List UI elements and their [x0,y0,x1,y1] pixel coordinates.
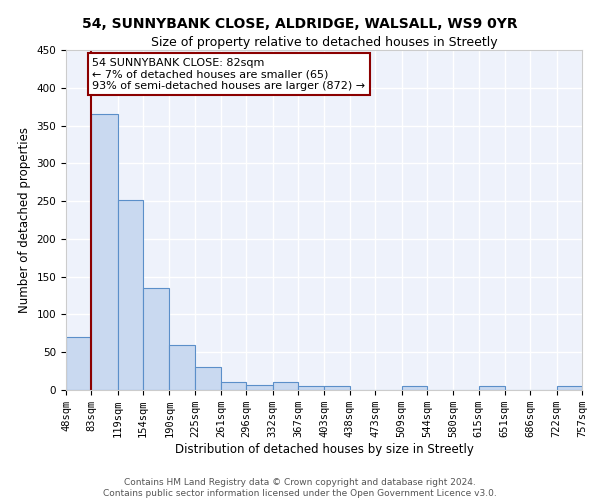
Text: 54, SUNNYBANK CLOSE, ALDRIDGE, WALSALL, WS9 0YR: 54, SUNNYBANK CLOSE, ALDRIDGE, WALSALL, … [82,18,518,32]
Bar [325,386,350,390]
Bar [401,386,427,390]
Y-axis label: Number of detached properties: Number of detached properties [18,127,31,313]
Bar [143,288,169,390]
Bar [91,114,118,390]
Bar [247,384,272,390]
Bar [118,200,143,390]
Bar [298,386,325,390]
Text: 54 SUNNYBANK CLOSE: 82sqm
← 7% of detached houses are smaller (65)
93% of semi-d: 54 SUNNYBANK CLOSE: 82sqm ← 7% of detach… [92,58,365,91]
Title: Size of property relative to detached houses in Streetly: Size of property relative to detached ho… [151,36,497,49]
Bar [195,368,221,390]
Text: Contains HM Land Registry data © Crown copyright and database right 2024.
Contai: Contains HM Land Registry data © Crown c… [103,478,497,498]
Bar [169,344,195,390]
Bar [66,337,91,390]
X-axis label: Distribution of detached houses by size in Streetly: Distribution of detached houses by size … [175,443,473,456]
Bar [221,382,247,390]
Bar [557,386,582,390]
Bar [479,386,505,390]
Bar [272,382,298,390]
